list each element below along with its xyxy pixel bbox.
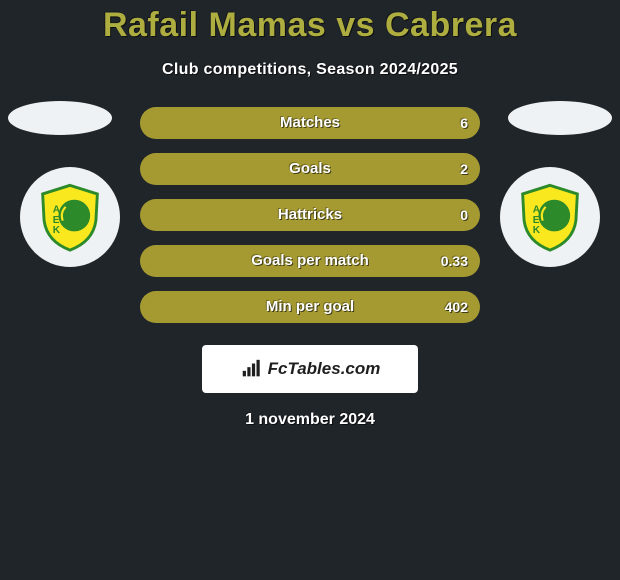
stat-right-value: 0.33 [441,245,468,277]
stat-row-matches: Matches 6 [140,107,480,139]
svg-text:E: E [533,215,540,226]
stat-right-value: 0 [460,199,468,231]
club-logo-icon: A E K [514,181,586,253]
stat-row-goals-per-match: Goals per match 0.33 [140,245,480,277]
page-title: Rafail Mamas vs Cabrera [0,0,620,45]
club-badge-right: A E K [500,167,600,267]
comparison-page: Rafail Mamas vs Cabrera Club competition… [0,0,620,580]
player-right-ellipse [508,101,612,135]
stat-label: Goals per match [140,245,480,277]
stat-right-value: 2 [460,153,468,185]
svg-text:A: A [53,205,61,216]
brand-text: FcTables.com [268,359,381,379]
stat-rows: Matches 6 Goals 2 Hattricks 0 Goals per … [140,107,480,323]
subtitle: Club competitions, Season 2024/2025 [0,61,620,79]
svg-text:K: K [533,225,541,236]
stat-label: Min per goal [140,291,480,323]
stat-label: Goals [140,153,480,185]
stat-right-value: 402 [445,291,468,323]
stat-row-hattricks: Hattricks 0 [140,199,480,231]
club-badge-left: A E K [20,167,120,267]
stat-label: Hattricks [140,199,480,231]
brand-box: FcTables.com [202,345,418,393]
stat-row-goals: Goals 2 [140,153,480,185]
bar-chart-icon [240,358,262,380]
stat-right-value: 6 [460,107,468,139]
svg-text:K: K [53,225,61,236]
svg-text:A: A [533,205,541,216]
date-line: 1 november 2024 [0,411,620,429]
stat-label: Matches [140,107,480,139]
club-logo-icon: A E K [34,181,106,253]
stat-row-min-per-goal: Min per goal 402 [140,291,480,323]
player-left-ellipse [8,101,112,135]
svg-text:E: E [53,215,60,226]
comparison-area: A E K A E K Matches 6 Goals [0,107,620,429]
